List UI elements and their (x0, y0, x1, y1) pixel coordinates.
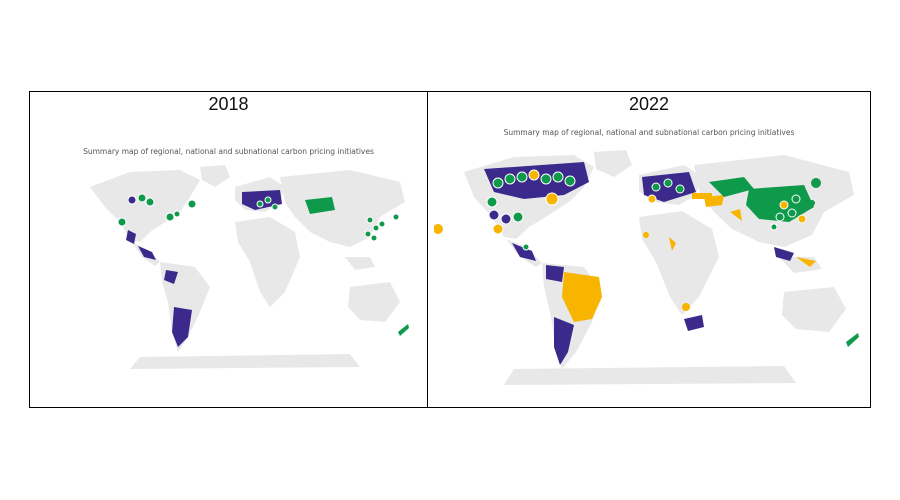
north-america (90, 170, 200, 242)
map-panel-2022: 2022 Summary map of regional, national a… (428, 92, 870, 407)
carbon-pricing-regions-2018 (117, 190, 409, 347)
southeast-asia (345, 257, 375, 270)
africa (639, 211, 719, 315)
africa (235, 217, 300, 307)
world-map-2022 (434, 150, 859, 385)
world-map-2018 (90, 165, 409, 369)
panel-subtitle: Summary map of regional, national and su… (503, 128, 795, 137)
asia (280, 170, 405, 247)
panel-year-title: 2022 (628, 94, 670, 114)
carbon-pricing-regions-2022 (434, 162, 859, 365)
panel-year-title: 2018 (208, 94, 249, 114)
comparison-frame: 2018 Summary map of regional, national a… (29, 91, 871, 408)
greenland (200, 165, 230, 187)
antarctica (504, 366, 796, 385)
map-panel-2018: 2018 Summary map of regional, national a… (30, 92, 428, 407)
australia (348, 282, 400, 322)
australia (782, 287, 846, 332)
greenland (594, 150, 632, 177)
panel-subtitle: Summary map of regional, national and su… (83, 147, 374, 156)
antarctica (130, 354, 360, 369)
